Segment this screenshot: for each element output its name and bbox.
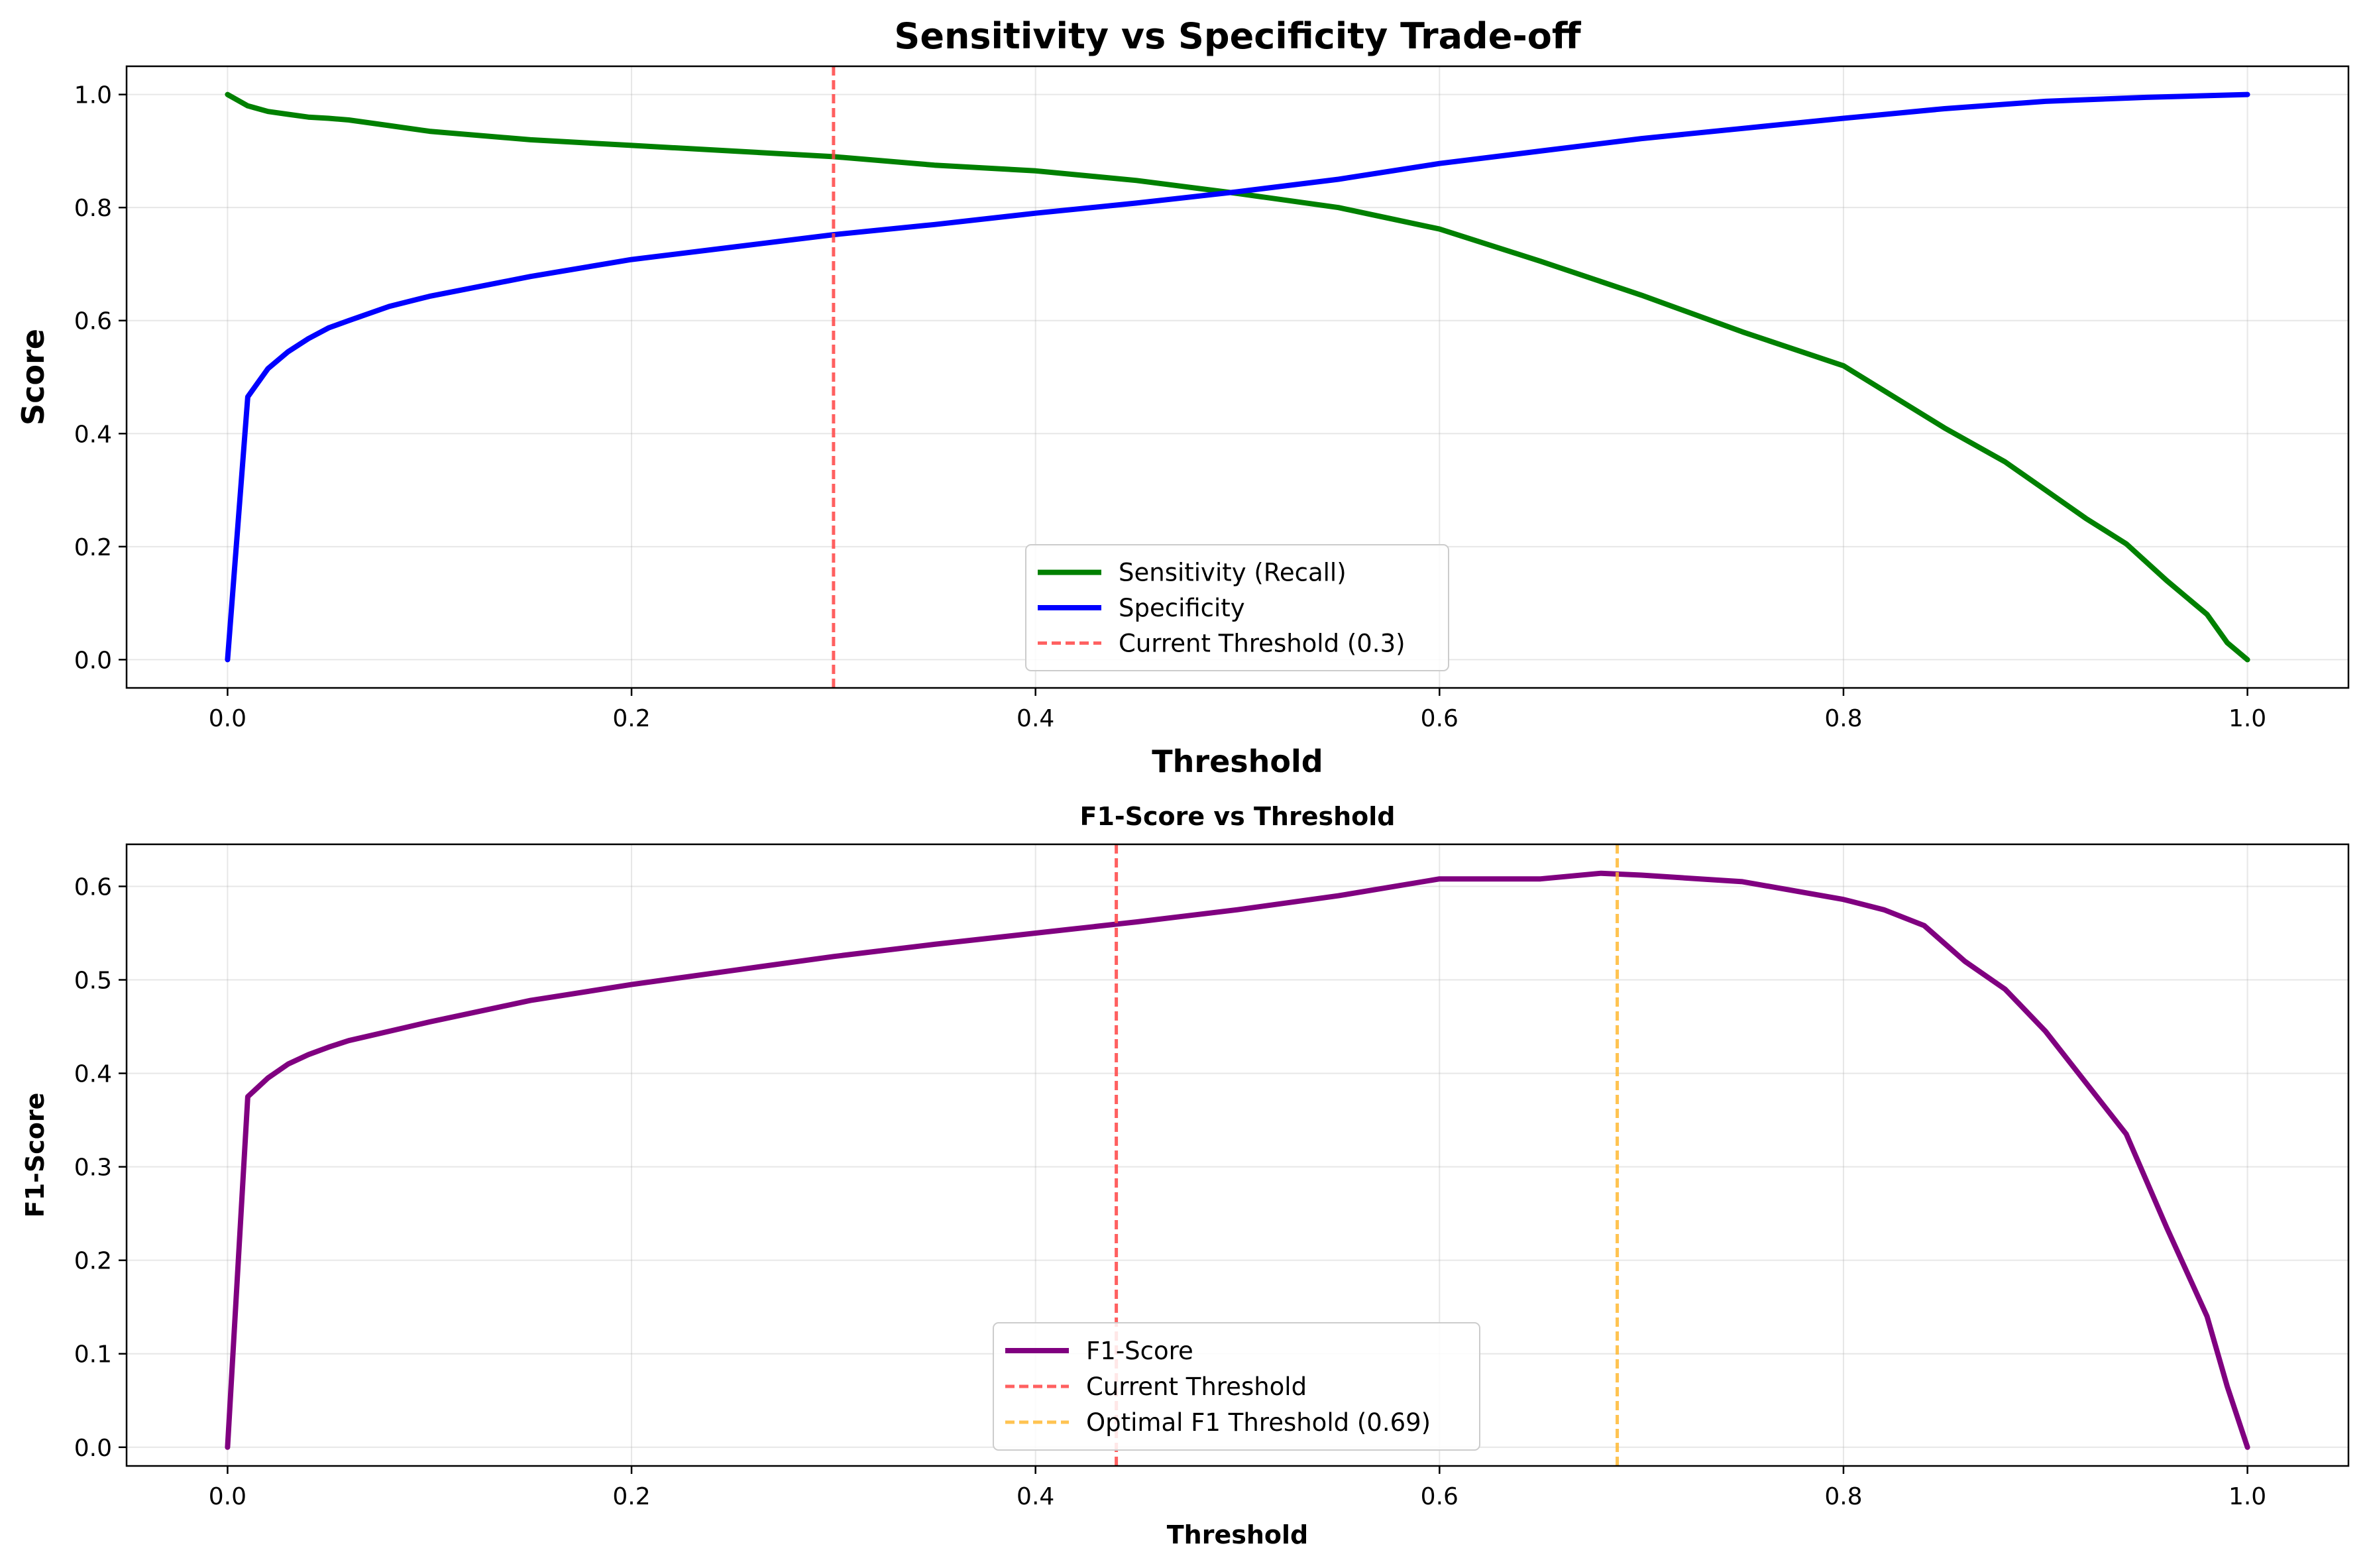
x-tick-label: 0.8 bbox=[1824, 705, 1862, 732]
x-tick-label: 0.4 bbox=[1017, 1483, 1054, 1510]
y-tick-label: 0.6 bbox=[74, 308, 112, 335]
f1-score-chart: 0.0 0.2 0.4 0.6 0.8 1.0 0.0 0.1 0.2 0.3 0.4 0.5 0.6 F… bbox=[21, 802, 2350, 1549]
y-tick-label: 0.2 bbox=[74, 534, 112, 561]
legend-label-sensitivity-recall: Sensitivity (Recall) bbox=[1119, 559, 1347, 587]
legend-label-f1-score: F1-Score bbox=[1086, 1337, 1193, 1365]
legend-label-current-threshold: Current Threshold bbox=[1086, 1372, 1307, 1401]
y-tick-label: 0.0 bbox=[74, 1435, 112, 1462]
series-line-sensitivity-recall bbox=[225, 91, 2250, 663]
y-tick-label: 0.3 bbox=[74, 1154, 112, 1182]
x-axis-label: Threshold bbox=[1167, 1520, 1309, 1549]
x-tick-label: 0.0 bbox=[209, 705, 247, 732]
x-tick-label: 1.0 bbox=[2229, 705, 2266, 732]
y-tick-label: 0.4 bbox=[74, 1061, 112, 1088]
y-tick-label: 0.2 bbox=[74, 1248, 112, 1275]
x-tick-label: 0.4 bbox=[1017, 705, 1054, 732]
x-tick-label: 0.0 bbox=[209, 1483, 247, 1510]
y-axis-label: Score bbox=[15, 329, 51, 425]
x-axis-label: Threshold bbox=[1152, 744, 1323, 779]
y-axis-label: F1-Score bbox=[21, 1093, 50, 1218]
y-tick-label: 0.4 bbox=[74, 421, 112, 448]
chart-title: F1-Score vs Threshold bbox=[1079, 802, 1395, 831]
legend: Sensitivity (Recall) Specificity Current T… bbox=[1025, 544, 1449, 671]
x-tick-label: 1.0 bbox=[2229, 1483, 2266, 1510]
plot-frame bbox=[125, 843, 2350, 1467]
series-line-f1-score bbox=[225, 870, 2250, 1450]
chart-title: Sensitivity vs Specificity Trade-off bbox=[894, 15, 1581, 57]
y-tick-label: 1.0 bbox=[74, 82, 112, 109]
x-tick-label: 0.8 bbox=[1824, 1483, 1862, 1510]
legend: F1-Score Current Threshold Optimal F1 Thre… bbox=[993, 1322, 1480, 1451]
x-tick-label: 0.2 bbox=[612, 1483, 650, 1510]
y-tick-label: 0.8 bbox=[74, 195, 112, 222]
x-tick-label: 0.2 bbox=[612, 705, 650, 732]
legend-label-specificity: Specificity bbox=[1119, 594, 1245, 622]
sensitivity-specificity-chart: 0.0 0.2 0.4 0.6 0.8 1.0 0.0 0.2 0.4 0.6 0.8 1.0 Sens… bbox=[15, 15, 2350, 779]
legend-box bbox=[1025, 544, 1449, 671]
series-line-specificity bbox=[225, 91, 2250, 663]
legend-label-current-threshold-0-3: Current Threshold (0.3) bbox=[1119, 629, 1405, 657]
legend-box bbox=[993, 1322, 1480, 1451]
y-tick-label: 0.1 bbox=[74, 1341, 112, 1369]
plot-frame bbox=[125, 65, 2350, 689]
x-tick-label: 0.6 bbox=[1421, 705, 1459, 732]
x-tick-label: 0.6 bbox=[1421, 1483, 1459, 1510]
y-tick-label: 0.5 bbox=[74, 968, 112, 995]
legend-label-optimal-f1-threshold-0-69: Optimal F1 Threshold (0.69) bbox=[1086, 1408, 1431, 1437]
y-tick-label: 0.6 bbox=[74, 873, 112, 901]
y-tick-label: 0.0 bbox=[74, 647, 112, 674]
